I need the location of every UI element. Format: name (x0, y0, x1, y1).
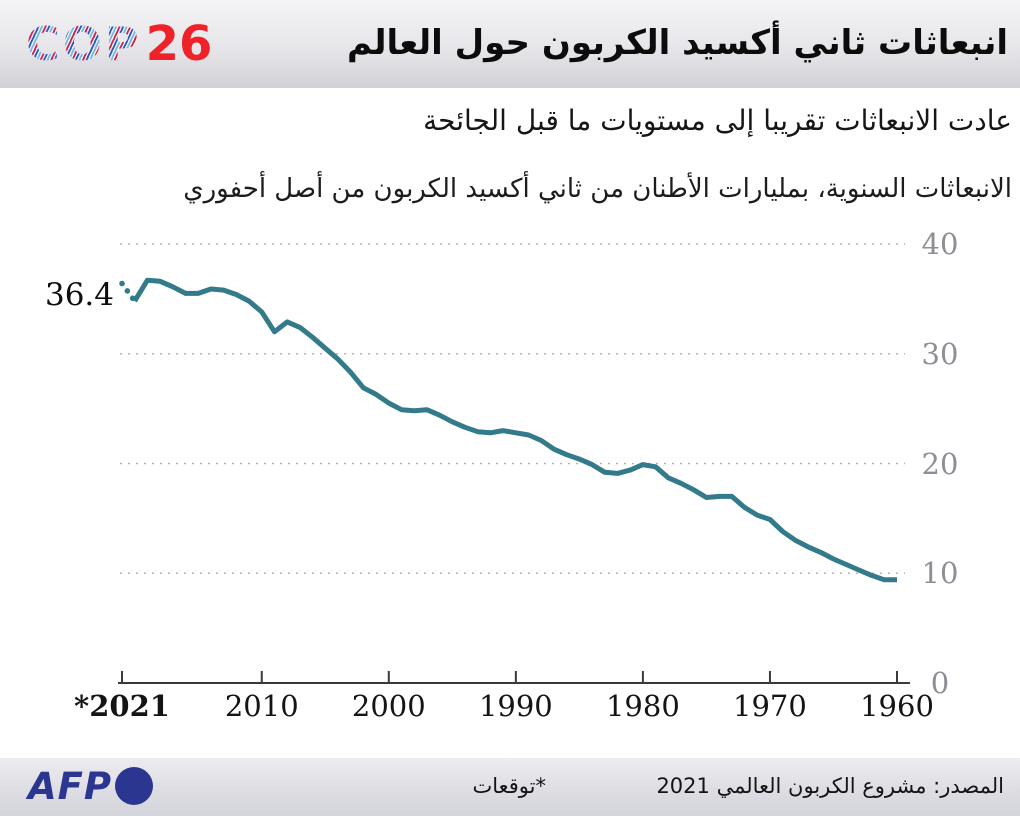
x-tick-label-1960: 1960 (860, 689, 934, 723)
afp-logo-globe-icon (115, 767, 154, 805)
y-tick-label: 30 (921, 336, 959, 371)
x-tick-label-2021: *2021 (74, 689, 170, 723)
afp-logo: AFP (28, 764, 154, 808)
source-credit: المصدر: مشروع الكربون العالمي 2021 (656, 774, 1004, 798)
latest-value-label: 36.4 (44, 277, 114, 313)
y-tick-label: 0 (930, 666, 950, 700)
forecast-footnote: *توقعات (472, 774, 546, 798)
x-tick-label-1990: 1990 (478, 689, 553, 723)
cop26-logo: COP 26 (26, 20, 212, 68)
x-tick-label-1970: 1970 (733, 689, 807, 723)
footer-bar: AFP *توقعات المصدر: مشروع الكربون العالم… (0, 758, 1020, 816)
page-title: انبعاثات ثاني أكسيد الكربون حول العالم (347, 23, 1008, 64)
y-tick-label: 10 (921, 556, 959, 591)
x-tick-label-1980: 1980 (605, 689, 680, 723)
emissions-line (132, 277, 897, 583)
horizontal-gridlines (120, 243, 905, 575)
afp-logo-text: AFP (28, 764, 113, 808)
projection-dotted-segment (119, 280, 138, 304)
cop26-logo-26-text: 26 (145, 16, 213, 72)
chart-units-label: الانبعاثات السنوية، بمليارات الأطنان من … (183, 174, 1012, 204)
x-axis-ticks (121, 671, 898, 683)
y-tick-label: 20 (921, 446, 959, 481)
chart-subtitle: عادت الانبعاثات تقريبا إلى مستويات ما قب… (423, 104, 1012, 137)
cop26-logo-cop-text: COP (26, 17, 142, 71)
y-tick-label: 40 (921, 227, 959, 261)
x-tick-label-2010: 2010 (224, 689, 299, 723)
header-bar: COP 26 انبعاثات ثاني أكسيد الكربون حول ا… (0, 0, 1020, 88)
x-tick-label-2000: 2000 (351, 689, 426, 723)
